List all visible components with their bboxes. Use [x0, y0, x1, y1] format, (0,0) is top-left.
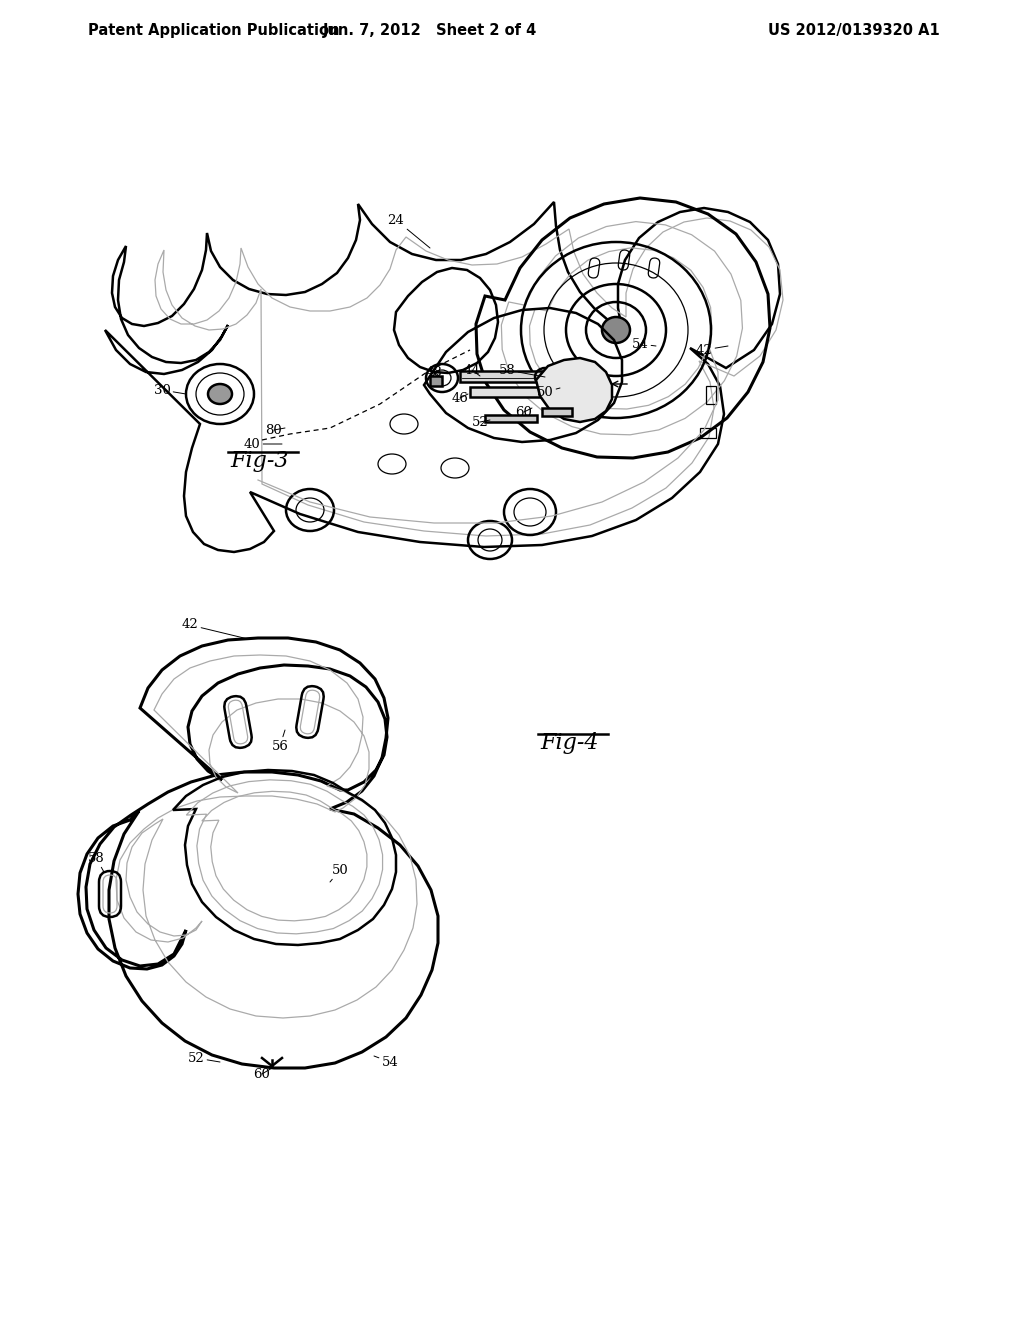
Bar — [460, 371, 548, 381]
Text: 56: 56 — [271, 730, 289, 752]
Text: 42: 42 — [181, 619, 248, 639]
Text: 24: 24 — [388, 214, 430, 248]
Bar — [706, 385, 716, 404]
Text: 60: 60 — [254, 1068, 272, 1081]
Text: Fig-3: Fig-3 — [230, 450, 289, 473]
Text: 54: 54 — [632, 338, 656, 351]
Text: 30: 30 — [154, 384, 186, 396]
Bar — [430, 376, 442, 385]
Text: 60: 60 — [515, 405, 532, 418]
Text: 48: 48 — [426, 366, 442, 379]
Text: 44: 44 — [464, 363, 480, 376]
Bar — [485, 414, 537, 422]
Text: 52: 52 — [472, 416, 490, 429]
Text: 54: 54 — [374, 1056, 398, 1068]
Text: 46: 46 — [452, 392, 468, 404]
Text: 58: 58 — [88, 851, 104, 873]
Text: US 2012/0139320 A1: US 2012/0139320 A1 — [768, 22, 940, 37]
Text: 58: 58 — [499, 363, 545, 378]
Text: 52: 52 — [187, 1052, 220, 1064]
Text: 50: 50 — [537, 385, 560, 399]
Text: 40: 40 — [244, 437, 282, 450]
Text: 80: 80 — [265, 424, 285, 437]
Text: Jun. 7, 2012   Sheet 2 of 4: Jun. 7, 2012 Sheet 2 of 4 — [323, 22, 538, 37]
Text: Fig-4: Fig-4 — [540, 733, 598, 754]
Ellipse shape — [602, 317, 630, 343]
Polygon shape — [536, 358, 612, 422]
Bar — [470, 387, 545, 397]
Bar — [542, 408, 572, 416]
Text: 42: 42 — [695, 343, 728, 356]
Bar — [700, 428, 716, 438]
Text: Patent Application Publication: Patent Application Publication — [88, 22, 340, 37]
Ellipse shape — [208, 384, 232, 404]
Text: 50: 50 — [330, 863, 348, 882]
